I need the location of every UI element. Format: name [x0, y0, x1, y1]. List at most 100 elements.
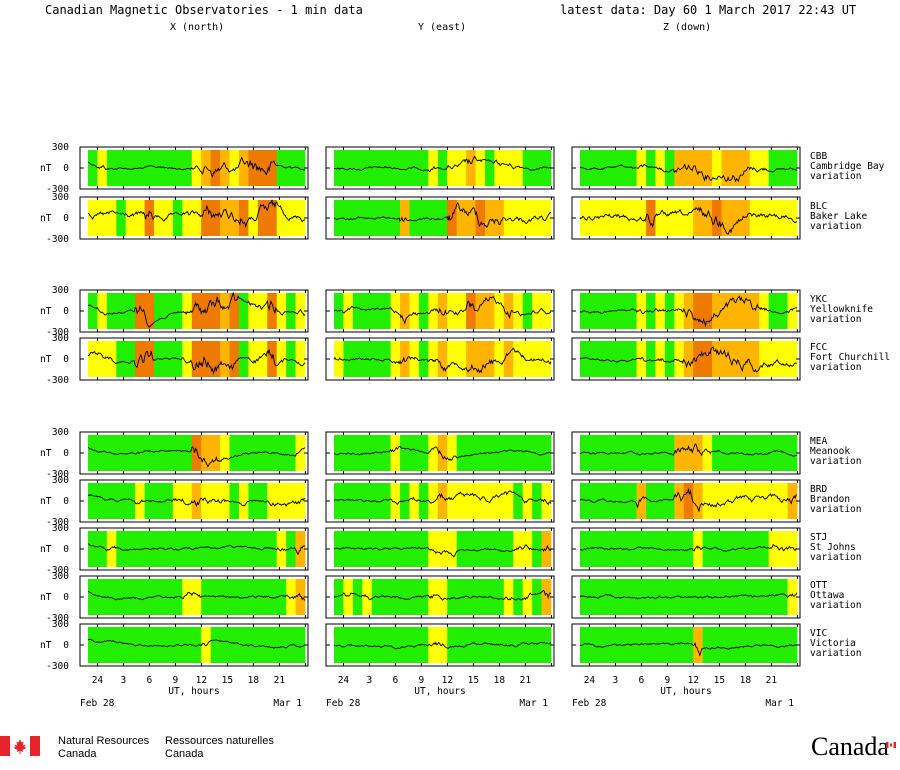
y-tick-label: 300	[52, 333, 69, 344]
activity-band	[295, 627, 306, 663]
x-start-date: Feb 28	[572, 698, 607, 709]
activity-band	[627, 579, 638, 615]
activity-band	[636, 293, 647, 329]
activity-band	[257, 293, 268, 329]
activity-band	[390, 293, 401, 329]
activity-band	[201, 531, 212, 567]
activity-band	[220, 435, 230, 471]
activity-band	[749, 293, 760, 329]
activity-band	[503, 579, 514, 615]
activity-band	[229, 200, 240, 236]
activity-band	[400, 531, 410, 567]
activity-band	[778, 150, 788, 186]
activity-band	[154, 483, 164, 519]
activity-band	[352, 627, 363, 663]
activity-band	[371, 150, 382, 186]
activity-band	[201, 150, 212, 186]
activity-band	[627, 200, 638, 236]
station-code: STJ	[810, 532, 827, 543]
y-tick-label: 0	[63, 592, 69, 603]
activity-band	[248, 579, 259, 615]
activity-band	[97, 200, 108, 236]
activity-band	[267, 627, 278, 663]
activity-band	[257, 200, 268, 236]
activity-band	[759, 579, 770, 615]
activity-band	[154, 150, 164, 186]
activity-band	[191, 483, 202, 519]
trace-line	[333, 347, 552, 374]
activity-band	[191, 579, 202, 615]
activity-band	[541, 293, 552, 329]
activity-band	[238, 150, 249, 186]
activity-band	[135, 200, 146, 236]
activity-band	[182, 435, 193, 471]
activity-band	[371, 293, 382, 329]
activity-band	[135, 341, 146, 377]
canada-wordmark: Canada	[811, 732, 889, 761]
x-tick-label: 15	[468, 675, 479, 686]
activity-band	[674, 200, 685, 236]
activity-band	[598, 627, 609, 663]
trace-line	[333, 445, 552, 461]
activity-band	[163, 627, 174, 663]
activity-band	[191, 293, 202, 329]
activity-band	[381, 435, 392, 471]
activity-band	[182, 531, 193, 567]
activity-band	[172, 483, 183, 519]
activity-band	[702, 483, 713, 519]
activity-band	[749, 435, 760, 471]
activity-band	[466, 579, 476, 615]
x-tick-label: 24	[584, 675, 596, 686]
activity-band	[636, 483, 647, 519]
activity-band	[390, 341, 401, 377]
activity-band	[286, 341, 296, 377]
activity-band	[238, 531, 249, 567]
activity-band	[210, 435, 221, 471]
activity-band	[768, 341, 779, 377]
x-tick-label: 21	[766, 675, 778, 686]
station-kind: variation	[810, 504, 861, 515]
activity-band	[267, 483, 278, 519]
activity-band	[749, 531, 760, 567]
x-tick-label: 15	[222, 675, 233, 686]
activity-band	[484, 579, 495, 615]
activity-band	[88, 579, 98, 615]
activity-band	[125, 200, 136, 236]
x-tick-label: 6	[639, 675, 645, 686]
activity-band	[154, 531, 164, 567]
wordmark-flag-icon	[886, 733, 896, 748]
activity-band	[248, 627, 259, 663]
activity-band	[702, 200, 713, 236]
activity-band	[97, 531, 108, 567]
activity-band	[664, 435, 675, 471]
activity-band	[475, 483, 486, 519]
activity-band	[598, 483, 609, 519]
activity-band	[503, 341, 514, 377]
x-tick-label: 3	[121, 675, 127, 686]
y-tick-label: -300	[46, 565, 69, 576]
y-tick-label: 0	[63, 163, 69, 174]
activity-band	[503, 150, 514, 186]
activity-band	[229, 435, 240, 471]
y-axis-label: nT	[40, 448, 52, 459]
activity-band	[466, 150, 476, 186]
station-code: YKC	[810, 294, 827, 305]
x-end-date: Mar 1	[519, 698, 548, 709]
trace-line	[333, 295, 552, 325]
activity-band	[437, 483, 448, 519]
activity-band	[702, 531, 713, 567]
activity-band	[381, 150, 392, 186]
nrcan-english: Natural Resources Canada	[58, 735, 149, 761]
x-tick-label: 18	[248, 675, 260, 686]
station-name: Cambridge Bay	[810, 161, 885, 172]
trace-line	[87, 349, 306, 375]
activity-band	[248, 341, 259, 377]
activity-band	[125, 150, 136, 186]
activity-band	[456, 483, 467, 519]
activity-band	[503, 627, 514, 663]
activity-band	[116, 579, 127, 615]
activity-band	[522, 531, 533, 567]
trace-line	[579, 488, 797, 513]
y-tick-label: -300	[46, 661, 69, 672]
activity-band	[172, 200, 183, 236]
